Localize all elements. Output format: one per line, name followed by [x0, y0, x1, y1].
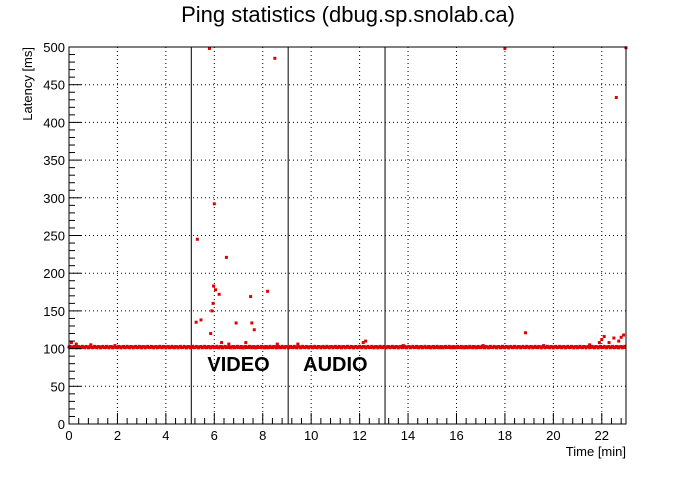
data-point — [210, 309, 214, 313]
data-point — [607, 341, 611, 345]
x-tick-label: 0 — [65, 428, 72, 443]
data-point — [69, 341, 73, 345]
data-point — [296, 342, 300, 346]
data-point — [602, 335, 606, 339]
y-axis-label: Latency [ms] — [20, 47, 35, 121]
data-point — [212, 284, 216, 288]
data-point — [361, 341, 365, 345]
x-tick-label: 16 — [449, 428, 463, 443]
data-point — [364, 339, 368, 343]
x-tick-label: 2 — [114, 428, 121, 443]
data-point — [250, 321, 254, 325]
x-tick-label: 10 — [304, 428, 318, 443]
y-tick-label: 350 — [43, 153, 65, 168]
annotation-label: VIDEO — [207, 354, 269, 376]
data-point — [113, 344, 117, 348]
data-point — [220, 341, 224, 345]
data-point — [244, 341, 248, 345]
x-tick-label: 22 — [595, 428, 609, 443]
annotation-label: AUDIO — [303, 354, 367, 376]
x-tick-label: 14 — [401, 428, 415, 443]
data-point — [194, 320, 198, 324]
y-tick-label: 150 — [43, 304, 65, 319]
data-point — [503, 47, 507, 51]
data-point — [199, 318, 203, 322]
data-point — [600, 338, 604, 342]
data-point — [623, 344, 627, 348]
data-point — [597, 341, 601, 345]
axis-layer: 0 2 4 6 8 10 12 14 16 18 20 22 0 50 100 150 200 250 300 350… — [43, 40, 627, 443]
data-point — [211, 301, 215, 305]
y-tick-label: 100 — [43, 342, 65, 357]
data-point — [207, 47, 211, 51]
data-point — [481, 344, 485, 348]
data-point — [227, 342, 231, 346]
data-point — [275, 342, 279, 346]
y-tick-label: 200 — [43, 266, 65, 281]
data-point — [214, 288, 218, 292]
data-point — [542, 344, 546, 348]
data-point — [401, 344, 405, 348]
x-tick-label: 18 — [498, 428, 512, 443]
data-point — [212, 202, 216, 206]
data-point — [588, 343, 592, 347]
y-tick-label: 450 — [43, 78, 65, 93]
x-tick-label: 4 — [162, 428, 169, 443]
points-layer — [67, 46, 628, 350]
y-tick-label: 500 — [43, 40, 65, 55]
chart-title: Ping statistics (dbug.sp.snolab.ca) — [181, 2, 515, 27]
data-point — [74, 342, 78, 346]
annotation-layer: VIDEO AUDIO — [207, 354, 367, 376]
data-point — [89, 343, 93, 347]
data-point — [612, 336, 616, 340]
y-tick-label: 0 — [58, 417, 65, 432]
data-point — [224, 255, 228, 259]
y-tick-label: 50 — [51, 379, 65, 394]
data-point — [234, 321, 238, 325]
divider-layer — [190, 47, 386, 424]
y-tick-label: 400 — [43, 115, 65, 130]
data-point — [614, 96, 618, 100]
y-tick-label: 300 — [43, 191, 65, 206]
x-axis-label: Time [min] — [566, 444, 626, 459]
data-point — [249, 295, 253, 299]
x-tick-label: 12 — [352, 428, 366, 443]
data-point — [273, 56, 277, 60]
data-point — [523, 331, 527, 335]
data-point — [195, 237, 199, 241]
x-tick-label: 20 — [546, 428, 560, 443]
data-point — [217, 292, 221, 296]
y-tick-label: 250 — [43, 229, 65, 244]
x-tick-label: 8 — [259, 428, 266, 443]
data-point — [266, 289, 270, 293]
x-tick-label: 6 — [211, 428, 218, 443]
data-point — [252, 328, 256, 332]
data-point — [617, 339, 621, 343]
data-point — [622, 333, 626, 337]
data-point — [209, 332, 213, 336]
data-point — [619, 335, 623, 339]
